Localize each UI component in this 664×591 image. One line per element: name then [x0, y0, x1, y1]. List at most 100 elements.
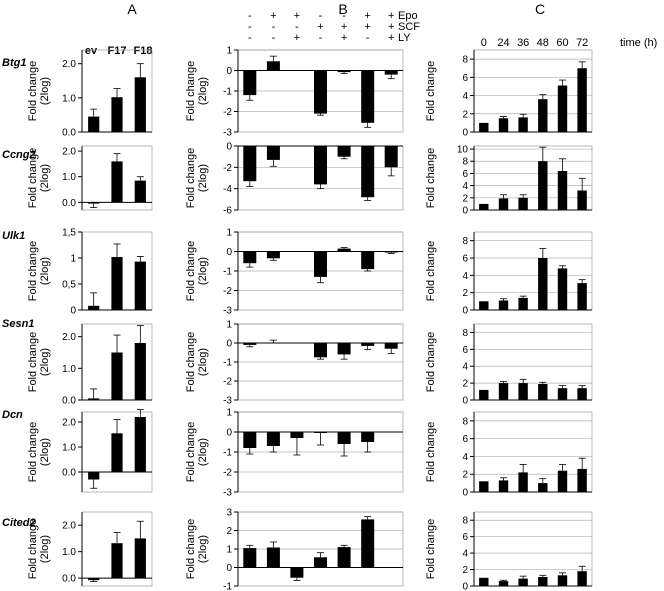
y-tick-label: 0: [70, 306, 76, 317]
y-axis-label: Fold change(2log): [185, 148, 209, 209]
bar: [577, 468, 587, 492]
bar: [314, 251, 327, 277]
plot-b-ccng2: 0 -2 -4 -6 Fold change(2log): [185, 142, 404, 217]
y-axis-label-line: (2log): [39, 348, 51, 376]
y-tick-label: -2: [223, 377, 232, 388]
y-axis-label-line: Fold change: [27, 148, 39, 209]
bar: [337, 248, 351, 252]
bar: [337, 70, 351, 73]
bar: [479, 481, 489, 492]
bar: [361, 343, 375, 346]
y-tick-label: 6: [462, 254, 468, 265]
plot-frame: [473, 323, 593, 401]
bar: [479, 389, 489, 400]
treatment-sign: -: [272, 32, 276, 44]
y-axis-label: Fold change(2log): [27, 332, 51, 393]
y-tick-label: -3: [223, 396, 232, 407]
bar: [314, 70, 327, 114]
y-axis-label-line: Fold change: [425, 519, 437, 580]
y-tick-label: -3: [223, 488, 232, 499]
treatment-sign: +: [388, 10, 394, 22]
y-tick-label: 1: [226, 545, 232, 556]
y-axis-label-line: (2log): [197, 257, 209, 285]
gene-label-sesn1: Sesn1: [2, 318, 34, 330]
y-axis-label: Fold change(2log): [27, 241, 51, 302]
y-tick-label: 1.0: [62, 547, 76, 558]
plot-a-cited2: 0.0 1.0 2.0 Fold change(2log): [27, 511, 153, 587]
bar: [577, 571, 587, 586]
y-axis-label-line: Fold change: [185, 332, 197, 393]
plot-c-cited2: 0 2 4 6 8 Fold change: [425, 511, 593, 591]
time-point-label: 72: [576, 37, 588, 49]
bar: [243, 343, 257, 345]
y-axis-label-line: Fold change: [185, 241, 197, 302]
bar: [111, 161, 123, 203]
bar: [361, 519, 375, 568]
bar: [88, 116, 100, 132]
y-axis-label-line: (2log): [39, 77, 51, 105]
y-axis-label-line: (2log): [197, 438, 209, 466]
bar: [538, 161, 548, 210]
bar: [134, 180, 146, 203]
plot-a-ulk1: 0 0,5 1 1,5 Fold change(2log): [27, 228, 153, 317]
plot-b-btg1: 1 0 -1 -2 -3 Fold change(2log): [185, 46, 404, 139]
y-tick-label: 0: [462, 206, 468, 217]
bar: [557, 268, 568, 310]
y-axis-label: Fold change(2log): [27, 61, 51, 122]
y-tick-label: -2: [223, 107, 232, 118]
plot-b-cited2: 3 2 1 0 -1 Fold change(2log): [185, 508, 404, 591]
bar: [243, 548, 257, 568]
bar: [111, 543, 123, 579]
treatment-sign: -: [295, 21, 299, 33]
bar: [557, 470, 568, 492]
bar: [314, 343, 327, 358]
y-tick-label: -3: [223, 306, 232, 317]
bar: [518, 578, 528, 586]
treatment-sign: +: [270, 10, 276, 22]
y-axis-label-line: Fold change: [27, 422, 39, 483]
treatment-signs: - + + - - + +- - - + + + +- - + - + - +: [248, 10, 394, 44]
y-tick-label: -3: [223, 128, 232, 139]
y-axis-label: Fold change(2log): [185, 519, 209, 580]
y-axis-label-line: (2log): [197, 348, 209, 376]
y-axis-label-line: Fold change: [185, 519, 197, 580]
y-axis-label-line: Fold change: [185, 148, 197, 209]
y-tick-label: 2.0: [62, 332, 76, 343]
bar: [538, 483, 548, 492]
bar: [266, 432, 280, 446]
bar: [518, 383, 528, 400]
y-axis-label-line: Fold change: [425, 148, 437, 209]
y-tick-label: 8: [462, 328, 468, 339]
y-tick-label: 0,5: [62, 280, 76, 291]
y-axis-label-line: Fold change: [425, 332, 437, 393]
bar: [538, 258, 548, 310]
y-tick-label: 1: [226, 46, 232, 57]
y-tick-label: 0.0: [62, 574, 76, 585]
y-tick-label: 0: [462, 396, 468, 407]
bar: [111, 352, 123, 400]
bar: [290, 432, 304, 438]
gene-label-dcn: Dcn: [2, 409, 23, 421]
bar: [479, 122, 489, 132]
plot-a-ccng2: 0.0 1.0 2.0 Fold change(2log): [27, 145, 153, 211]
bar: [538, 99, 548, 132]
bar: [557, 575, 568, 586]
bar: [384, 70, 398, 75]
bar: [479, 301, 489, 310]
y-tick-label: -1: [223, 582, 232, 591]
category-label-f18: F18: [134, 45, 153, 57]
y-tick-label: 0: [462, 128, 468, 139]
y-tick-label: 8: [462, 236, 468, 247]
y-tick-label: 4: [462, 271, 468, 282]
y-tick-label: 0.0: [62, 198, 76, 209]
treatment-sign: +: [317, 21, 323, 33]
bar: [384, 343, 398, 349]
bar: [498, 118, 509, 132]
y-axis-label: Fold change(2log): [185, 241, 209, 302]
bar: [266, 251, 280, 259]
y-tick-label: 2: [462, 470, 468, 481]
y-tick-label: -6: [223, 206, 232, 217]
y-axis-label-line: Fold change: [27, 519, 39, 580]
y-tick-label: 0.0: [62, 468, 76, 479]
